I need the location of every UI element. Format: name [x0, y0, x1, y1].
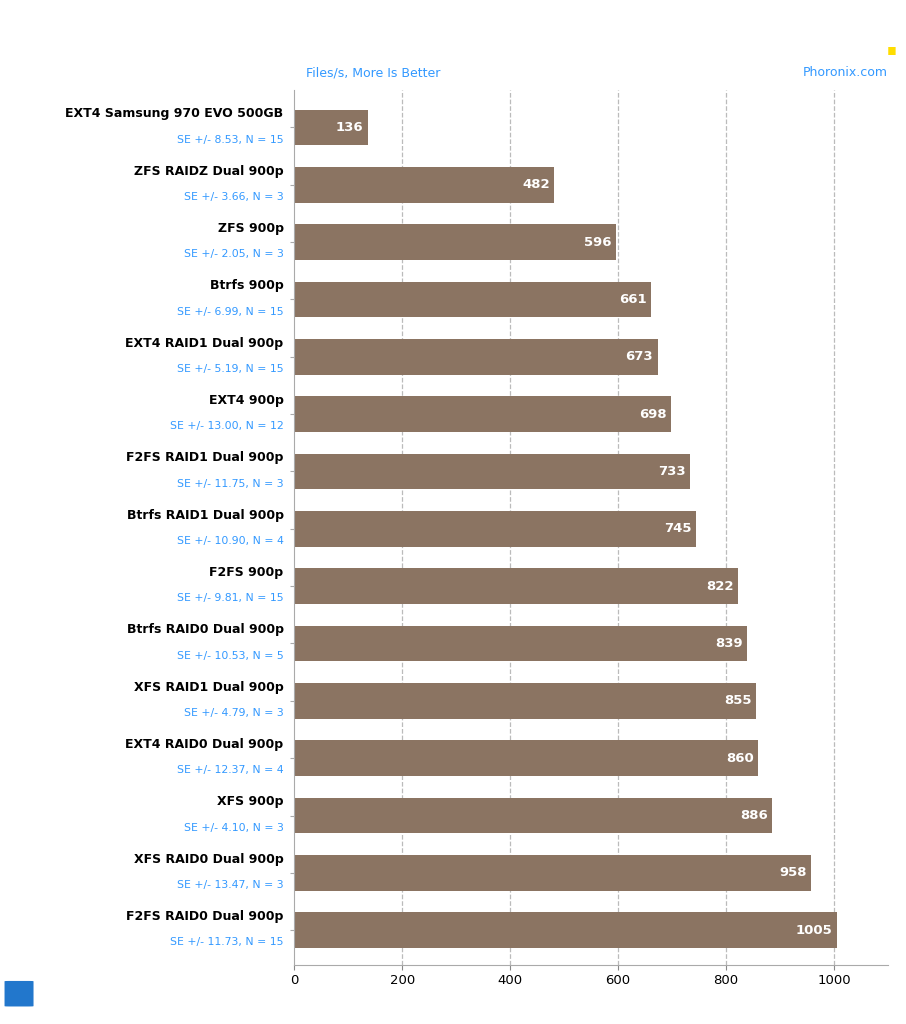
- Text: 698: 698: [639, 408, 667, 421]
- Text: 745: 745: [664, 522, 692, 536]
- Text: SE +/- 2.05, N = 3: SE +/- 2.05, N = 3: [184, 249, 284, 259]
- Bar: [294, 339, 658, 375]
- Text: 860: 860: [727, 752, 754, 765]
- Text: SE +/- 13.47, N = 3: SE +/- 13.47, N = 3: [177, 880, 284, 890]
- Text: F2FS 900p: F2FS 900p: [209, 566, 284, 579]
- Text: Test: 4000 Files, 32 Sub Dirs, 1MB Size: Test: 4000 Files, 32 Sub Dirs, 1MB Size: [15, 63, 337, 78]
- Bar: [294, 454, 689, 489]
- Text: ptsl: ptsl: [815, 24, 892, 57]
- Bar: [294, 511, 697, 547]
- Text: SE +/- 11.75, N = 3: SE +/- 11.75, N = 3: [177, 478, 284, 488]
- Text: EXT4 Samsung 970 EVO 500GB: EXT4 Samsung 970 EVO 500GB: [65, 108, 284, 120]
- Text: 136: 136: [336, 121, 363, 134]
- Text: .: .: [883, 23, 900, 65]
- Bar: [294, 282, 651, 317]
- Bar: [294, 224, 616, 260]
- Text: EXT4 RAID1 Dual 900p: EXT4 RAID1 Dual 900p: [125, 337, 284, 349]
- Text: XFS RAID0 Dual 900p: XFS RAID0 Dual 900p: [134, 853, 284, 865]
- Bar: [294, 798, 773, 834]
- Text: SE +/- 4.79, N = 3: SE +/- 4.79, N = 3: [184, 708, 284, 718]
- Bar: [294, 626, 747, 662]
- Bar: [294, 683, 756, 719]
- Text: SE +/- 10.90, N = 4: SE +/- 10.90, N = 4: [177, 536, 284, 546]
- Text: 855: 855: [724, 694, 751, 708]
- Bar: [294, 167, 554, 203]
- Text: SE +/- 9.81, N = 15: SE +/- 9.81, N = 15: [177, 593, 284, 603]
- Bar: [294, 740, 758, 776]
- Text: SE +/- 3.66, N = 3: SE +/- 3.66, N = 3: [184, 191, 284, 202]
- Text: SE +/- 13.00, N = 12: SE +/- 13.00, N = 12: [169, 421, 284, 431]
- Text: 958: 958: [779, 866, 807, 880]
- Bar: [294, 912, 836, 948]
- Text: ZFS RAIDZ Dual 900p: ZFS RAIDZ Dual 900p: [134, 165, 284, 177]
- Bar: [294, 855, 811, 891]
- Text: 886: 886: [740, 809, 768, 822]
- Text: SE +/- 6.99, N = 15: SE +/- 6.99, N = 15: [177, 306, 284, 316]
- Text: 596: 596: [584, 236, 612, 249]
- Text: XFS 900p: XFS 900p: [217, 796, 284, 808]
- Text: 661: 661: [619, 293, 647, 306]
- Text: Phoronix Test Suite 8.8.1: Phoronix Test Suite 8.8.1: [730, 988, 895, 1000]
- Text: SE +/- 4.10, N = 3: SE +/- 4.10, N = 3: [184, 822, 284, 833]
- Text: FS-Mark v3.3: FS-Mark v3.3: [15, 19, 190, 44]
- Text: Btrfs RAID1 Dual 900p: Btrfs RAID1 Dual 900p: [127, 509, 284, 521]
- Text: 839: 839: [715, 637, 743, 650]
- Text: Files/s, More Is Better: Files/s, More Is Better: [306, 67, 440, 80]
- Text: 733: 733: [658, 465, 686, 478]
- Bar: [294, 396, 671, 432]
- Text: XFS RAID1 Dual 900p: XFS RAID1 Dual 900p: [134, 681, 284, 693]
- Text: EXT4 900p: EXT4 900p: [208, 394, 284, 407]
- Text: SE +/- 10.53, N = 5: SE +/- 10.53, N = 5: [177, 650, 284, 660]
- Text: 1005: 1005: [795, 924, 833, 937]
- Bar: [294, 568, 737, 604]
- Text: SE +/- 12.37, N = 4: SE +/- 12.37, N = 4: [177, 765, 284, 775]
- Text: Btrfs RAID0 Dual 900p: Btrfs RAID0 Dual 900p: [127, 624, 284, 636]
- Text: 822: 822: [706, 580, 734, 593]
- Text: EXT4 RAID0 Dual 900p: EXT4 RAID0 Dual 900p: [125, 738, 284, 751]
- Text: 1. (CC) gcc options: -static: 1. (CC) gcc options: -static: [38, 994, 195, 1008]
- Text: Phoronix.com: Phoronix.com: [803, 67, 888, 80]
- Text: 482: 482: [523, 178, 550, 191]
- Text: 673: 673: [625, 350, 653, 364]
- Text: SE +/- 5.19, N = 15: SE +/- 5.19, N = 15: [177, 364, 284, 374]
- Text: SE +/- 8.53, N = 15: SE +/- 8.53, N = 15: [177, 134, 284, 144]
- Text: Btrfs 900p: Btrfs 900p: [210, 280, 284, 292]
- Bar: [294, 110, 368, 145]
- FancyBboxPatch shape: [5, 981, 34, 1007]
- Text: ZFS 900p: ZFS 900p: [217, 222, 284, 234]
- Text: F2FS RAID0 Dual 900p: F2FS RAID0 Dual 900p: [126, 910, 284, 923]
- Text: F2FS RAID1 Dual 900p: F2FS RAID1 Dual 900p: [126, 452, 284, 464]
- Text: SE +/- 11.73, N = 15: SE +/- 11.73, N = 15: [170, 937, 284, 947]
